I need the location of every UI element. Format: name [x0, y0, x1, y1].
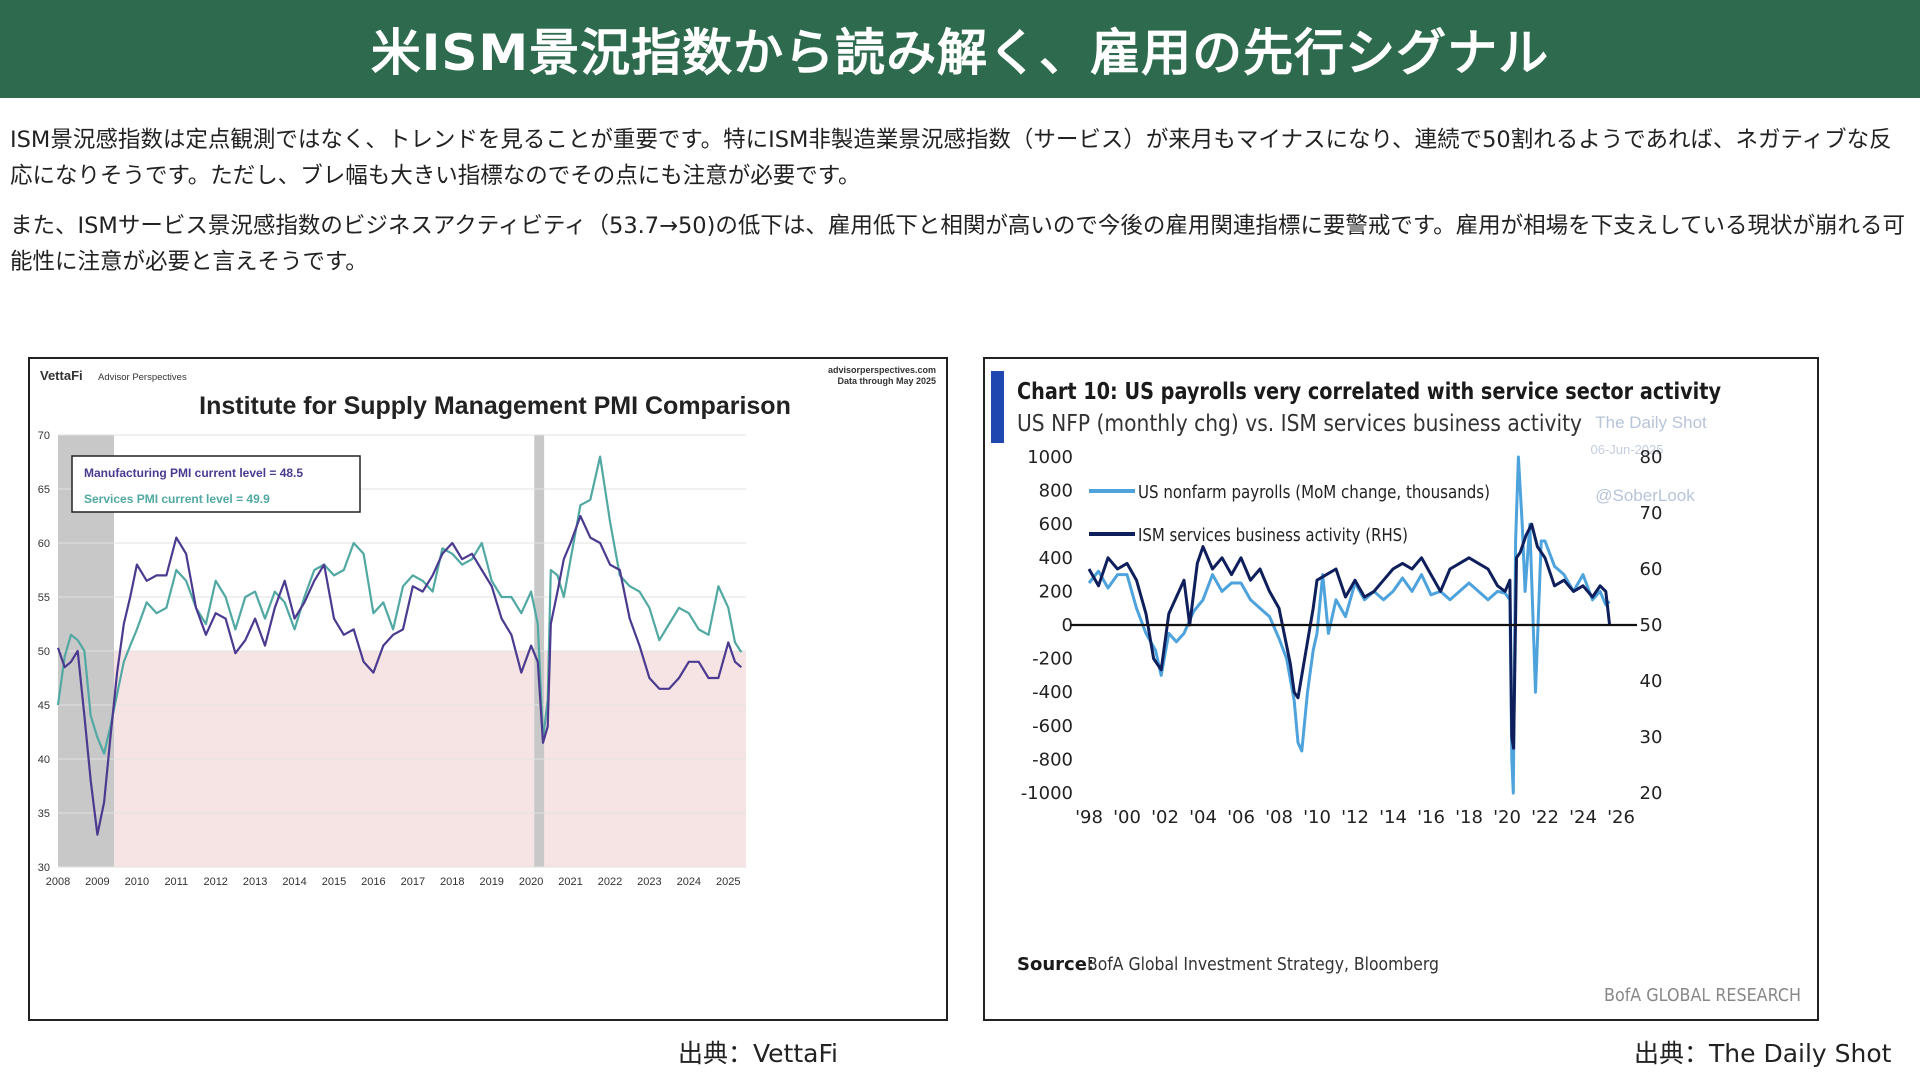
bofa-global-research-label: BofA GLOBAL RESEARCH	[1604, 985, 1801, 1006]
y-tick-label: 45	[38, 700, 50, 712]
x-tick-label: '12	[1341, 807, 1369, 828]
payrolls-chart-canvas: Chart 10: US payrolls very correlated wi…	[991, 371, 1801, 1006]
legend-payrolls: US nonfarm payrolls (MoM change, thousan…	[1138, 482, 1490, 503]
x-tick-label: 2015	[322, 876, 346, 888]
commentary-paragraph-1: ISM景況感指数は定点観測ではなく、トレンドを見ることが重要です。特にISM非製…	[10, 127, 1892, 189]
x-tick-label: 2023	[637, 876, 661, 888]
commentary-paragraph-2: また、ISMサービス景況感指数のビジネスアクティビティ（53.7→50)の低下は…	[10, 213, 1905, 275]
y-tick-label: 40	[38, 754, 50, 766]
x-tick-label: '14	[1379, 807, 1407, 828]
legend-manufacturing: Manufacturing PMI current level = 48.5	[84, 466, 303, 480]
x-tick-label: 2018	[440, 876, 464, 888]
x-tick-label: 2019	[479, 876, 503, 888]
right-axis-tick-label: 30	[1640, 727, 1663, 748]
left-axis-tick-label: 400	[1039, 548, 1073, 569]
x-tick-label: '24	[1569, 807, 1597, 828]
x-tick-label: 2020	[519, 876, 543, 888]
right-axis-tick-label: 20	[1640, 783, 1663, 804]
chart-legend: Manufacturing PMI current level = 48.5 S…	[71, 455, 361, 513]
x-tick-label: 2021	[558, 876, 582, 888]
ism-pmi-comparison-chart: VettaFi Advisor Perspectives advisorpers…	[28, 357, 948, 1021]
x-tick-label: '16	[1417, 807, 1445, 828]
chart-legend: US nonfarm payrolls (MoM change, thousan…	[1089, 482, 1490, 546]
source-site: advisorperspectives.com	[828, 365, 936, 375]
x-tick-label: 2022	[598, 876, 622, 888]
chart-title: Chart 10: US payrolls very correlated wi…	[1017, 379, 1721, 405]
left-axis-tick-label: 800	[1039, 481, 1073, 502]
x-tick-label: '98	[1075, 807, 1103, 828]
manufacturing-pmi-line	[56, 514, 743, 836]
source-credit-vettafi: 出典：VettaFi	[678, 1039, 838, 1068]
right-axis-tick-label: 80	[1640, 447, 1663, 468]
chart-subtitle: US NFP (monthly chg) vs. ISM services bu…	[1017, 411, 1582, 437]
ism-services-activity-line	[1087, 522, 1612, 750]
soberlook-watermark: @SoberLook	[1595, 486, 1695, 505]
legend-services: Services PMI current level = 49.9	[84, 492, 270, 506]
source-credit-daily-shot: 出典：The Daily Shot	[1634, 1039, 1892, 1068]
x-tick-label: '06	[1227, 807, 1255, 828]
page-title: 米ISM景況指数から読み解く、雇用の先行シグナル	[0, 0, 1920, 98]
left-axis-tick-label: -400	[1032, 682, 1073, 703]
x-tick-label: 2011	[164, 876, 188, 888]
right-axis-tick-label: 70	[1640, 503, 1663, 524]
x-tick-label: '00	[1113, 807, 1141, 828]
left-axis-tick-label: -1000	[1021, 783, 1073, 804]
vettafi-logo: VettaFi	[40, 368, 83, 383]
x-tick-label: '22	[1531, 807, 1559, 828]
payrolls-vs-ism-services-chart: Chart 10: US payrolls very correlated wi…	[983, 357, 1819, 1021]
watermark-date: 06-Jun-2025	[1591, 442, 1664, 457]
payrolls-line	[1087, 455, 1611, 795]
advisor-perspectives-label: Advisor Perspectives	[98, 372, 187, 383]
bofa-accent-bar	[991, 371, 1004, 443]
y-tick-label: 30	[38, 862, 50, 874]
left-axis-tick-label: -800	[1032, 749, 1073, 770]
x-tick-label: '04	[1189, 807, 1217, 828]
data-through-note: Data through May 2025	[837, 376, 936, 386]
x-tick-label: 2025	[716, 876, 740, 888]
x-tick-label: 2013	[243, 876, 267, 888]
x-tick-label: '20	[1493, 807, 1521, 828]
x-tick-label: 2017	[401, 876, 425, 888]
x-tick-label: 2009	[85, 876, 109, 888]
daily-shot-watermark: The Daily Shot	[1595, 413, 1707, 432]
x-tick-label: 2016	[361, 876, 385, 888]
left-axis-tick-label: 600	[1039, 514, 1073, 535]
left-axis-tick-label: 0	[1062, 615, 1073, 636]
right-axis-tick-label: 40	[1640, 671, 1663, 692]
y-tick-label: 35	[38, 808, 50, 820]
x-tick-label: '08	[1265, 807, 1293, 828]
x-tick-label: 2008	[46, 876, 70, 888]
y-tick-label: 55	[38, 592, 50, 604]
x-tick-label: '18	[1455, 807, 1483, 828]
source-text: BofA Global Investment Strategy, Bloombe…	[1087, 954, 1439, 975]
x-tick-label: 2014	[282, 876, 306, 888]
x-tick-label: '26	[1607, 807, 1635, 828]
x-tick-label: '02	[1151, 807, 1179, 828]
x-tick-label: 2024	[677, 876, 701, 888]
left-axis-tick-label: 1000	[1027, 447, 1073, 468]
source-label: Source:	[1017, 954, 1094, 975]
left-axis-tick-label: 200	[1039, 581, 1073, 602]
ism-pmi-chart-canvas: VettaFi Advisor Perspectives advisorpers…	[38, 365, 936, 888]
left-axis-tick-label: -200	[1032, 649, 1073, 670]
legend-ism-services: ISM services business activity (RHS)	[1138, 525, 1408, 546]
x-tick-label: 2010	[125, 876, 149, 888]
x-tick-label: 2012	[203, 876, 227, 888]
y-tick-label: 50	[38, 646, 50, 658]
y-tick-label: 65	[38, 484, 50, 496]
right-axis-tick-label: 60	[1640, 559, 1663, 580]
y-tick-label: 70	[38, 430, 50, 442]
chart-title: Institute for Supply Management PMI Comp…	[199, 392, 791, 420]
right-axis-tick-label: 50	[1640, 615, 1663, 636]
left-axis-tick-label: -600	[1032, 716, 1073, 737]
x-tick-label: '10	[1303, 807, 1331, 828]
y-tick-label: 60	[38, 538, 50, 550]
